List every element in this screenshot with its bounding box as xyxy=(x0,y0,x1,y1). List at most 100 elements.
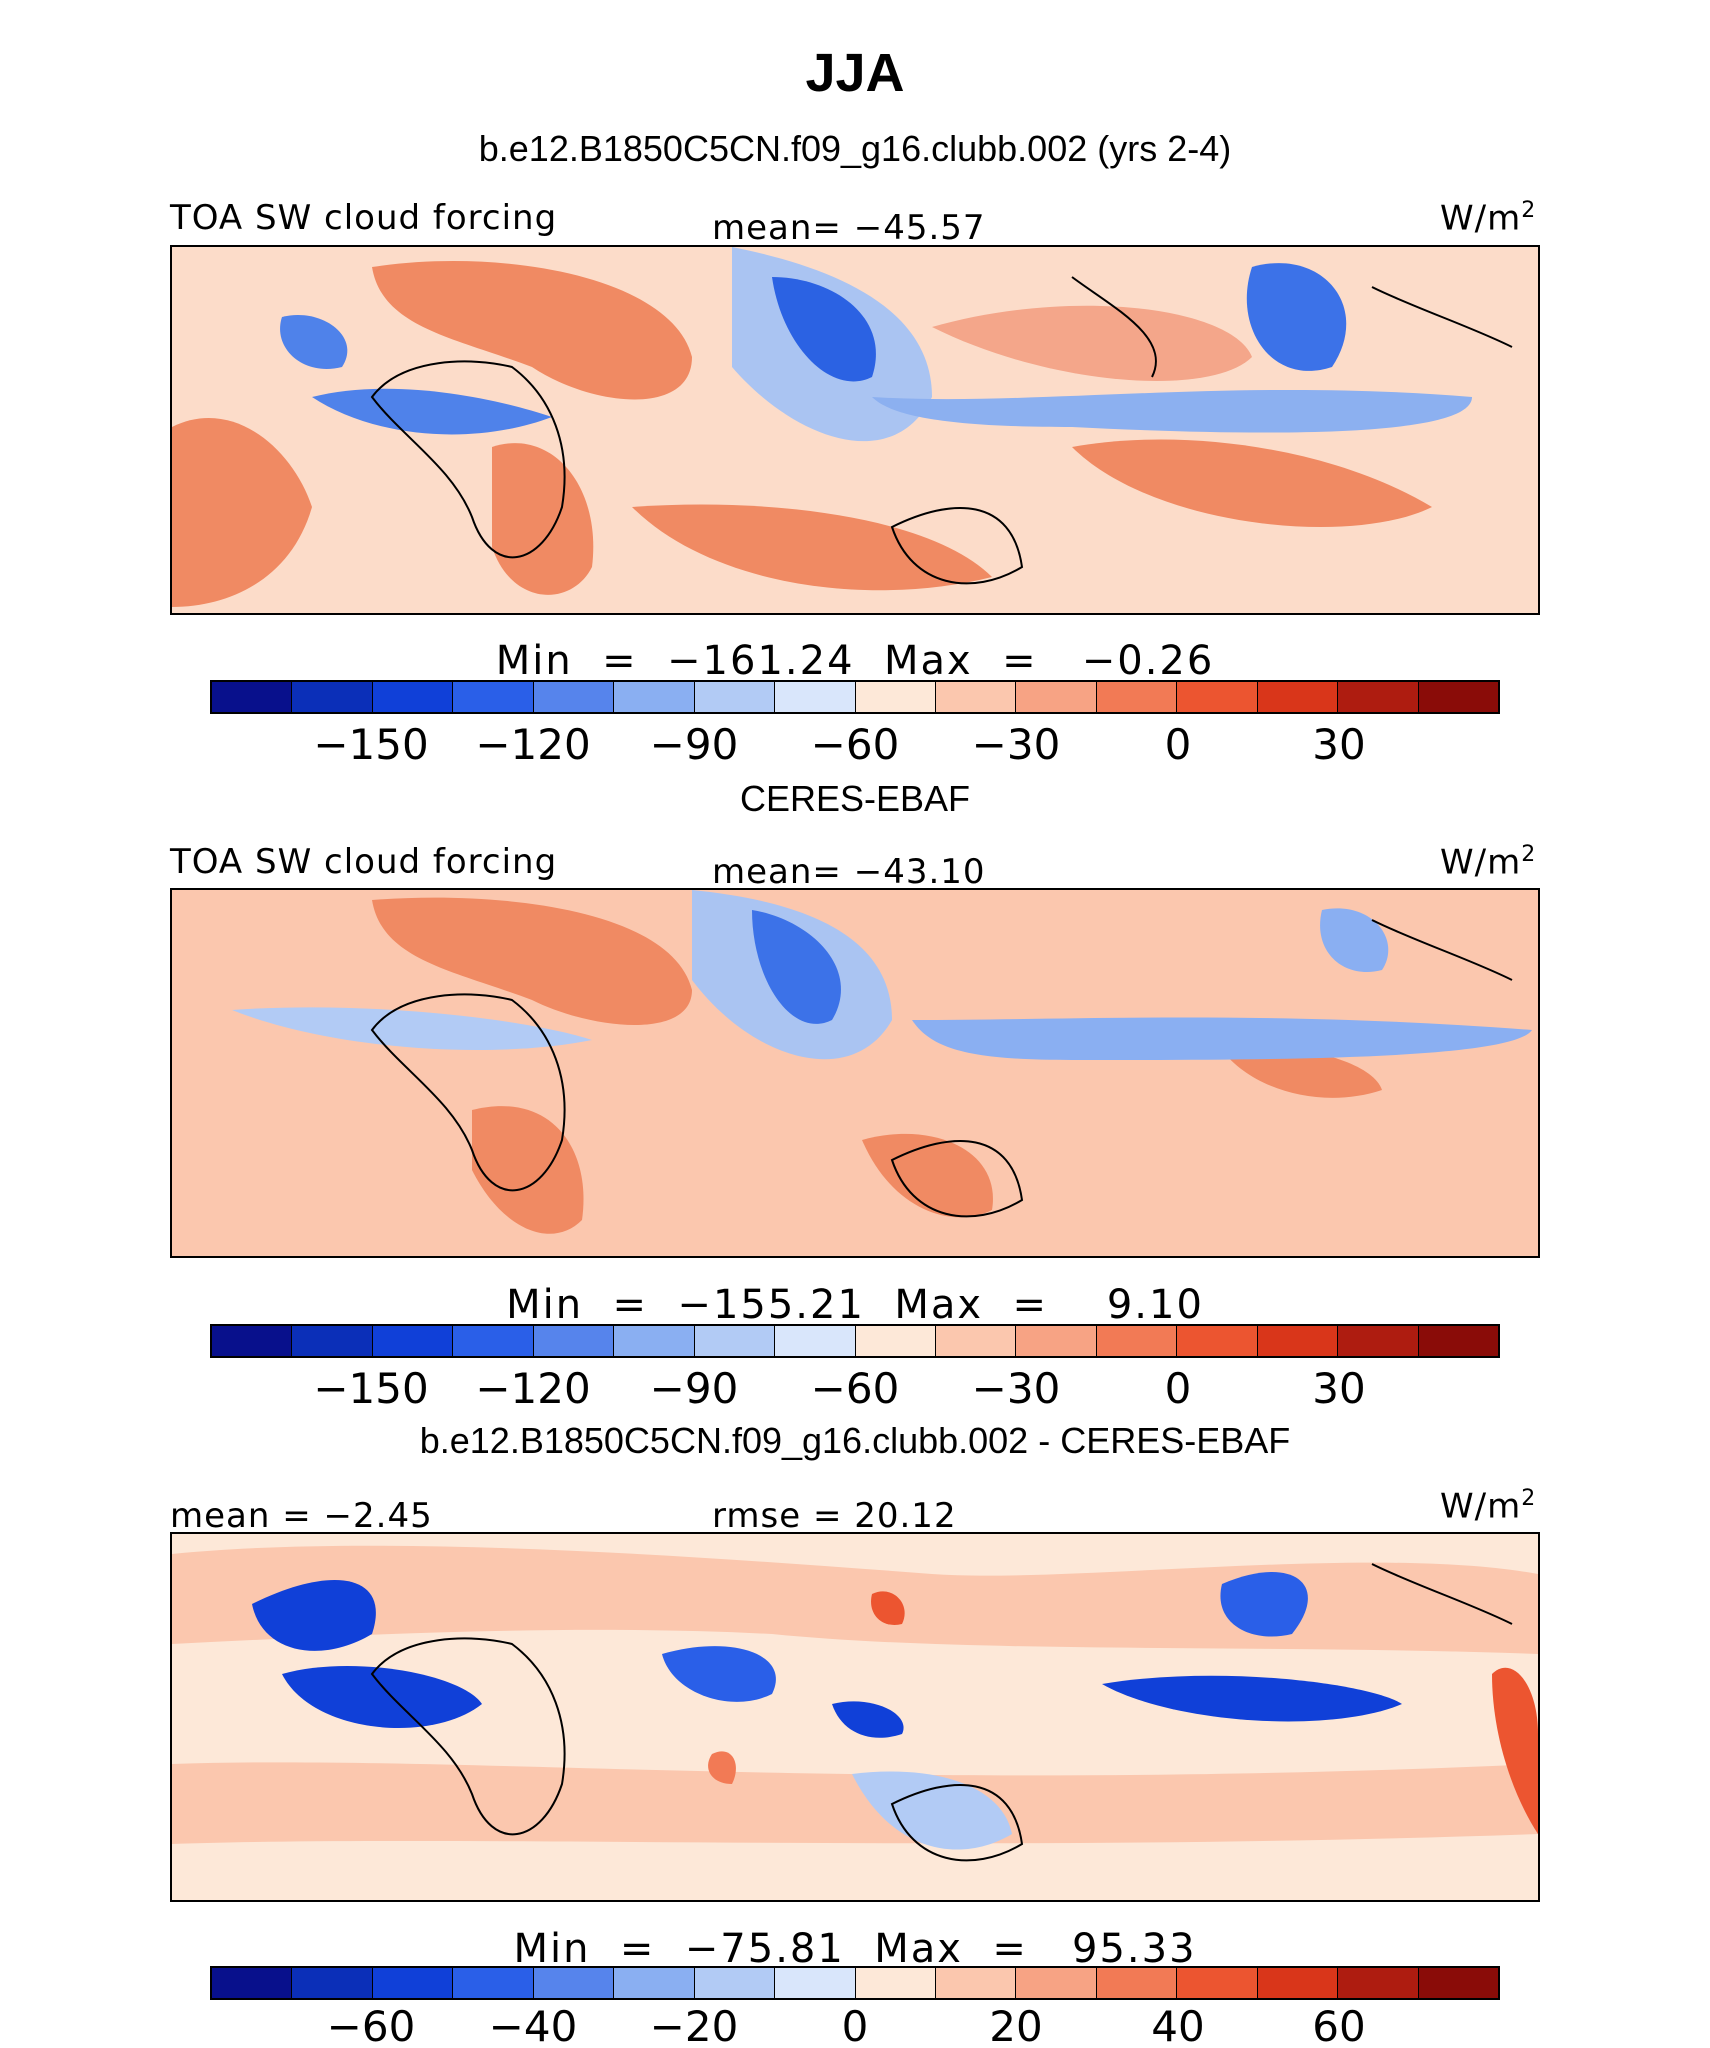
panel-2-contour xyxy=(912,1017,1532,1060)
panel-1-contour xyxy=(280,315,348,369)
panel-1-mean: mean= −45.57 xyxy=(712,208,986,248)
colorbar-cell xyxy=(533,1968,615,1998)
panel-1-map xyxy=(170,245,1540,615)
panel-1-contour xyxy=(632,504,992,591)
colorbar-cell xyxy=(694,1326,776,1356)
panel-2-contour xyxy=(232,1007,592,1050)
colorbar-2-tick: 30 xyxy=(1312,1364,1366,1413)
colorbar-cell xyxy=(372,1968,454,1998)
panel-3-mean: mean = −2.45 xyxy=(170,1496,433,1536)
colorbar-cell xyxy=(1096,1326,1178,1356)
colorbar-cell xyxy=(212,1326,293,1356)
colorbar-cell xyxy=(1177,1326,1258,1356)
colorbar-3-tick: 0 xyxy=(841,2002,869,2048)
colorbar-cell xyxy=(1016,682,1097,712)
panel-1-variable: TOA SW cloud forcing xyxy=(170,198,558,238)
panel-3-contour xyxy=(832,1701,904,1738)
panel-3-map xyxy=(170,1532,1540,1902)
colorbar-cell xyxy=(533,1326,615,1356)
panel-3-contour xyxy=(172,1545,1538,1654)
panel-3-units: W/m2 xyxy=(1440,1486,1537,1527)
colorbar-cell xyxy=(775,682,856,712)
panel-3-contour xyxy=(172,1762,1538,1844)
panel-3-contour xyxy=(1220,1572,1308,1637)
colorbar-1-tick: −30 xyxy=(971,720,1061,769)
colorbar-3-tick: −20 xyxy=(649,2002,739,2048)
panel-2-units: W/m2 xyxy=(1440,842,1537,883)
panel-2-variable: TOA SW cloud forcing xyxy=(170,842,558,882)
colorbar-2 xyxy=(210,1324,1500,1358)
panel-1-units-exp: 2 xyxy=(1521,198,1537,223)
panel-3-minmax: Min = −75.81 Max = 95.33 xyxy=(513,1926,1197,1972)
colorbar-cell xyxy=(614,682,695,712)
panel-2-contour xyxy=(752,910,841,1024)
panel-1-contour xyxy=(1246,263,1347,371)
colorbar-2-tick: −120 xyxy=(475,1364,591,1413)
colorbar-cell xyxy=(855,1968,936,1998)
panel-3-contour xyxy=(871,1591,905,1625)
panel-2-units-exp: 2 xyxy=(1521,842,1537,867)
panel-1-contour xyxy=(1072,439,1432,527)
panel-3-contour xyxy=(852,1771,1012,1850)
panel-3-rmse: rmse = 20.12 xyxy=(712,1496,957,1536)
colorbar-cell xyxy=(1418,682,1498,712)
colorbar-cell xyxy=(1338,682,1419,712)
colorbar-3-tick: 40 xyxy=(1151,2002,1205,2048)
colorbar-cell xyxy=(212,682,293,712)
colorbar-cell xyxy=(935,1326,1017,1356)
colorbar-cell xyxy=(292,1968,373,1998)
colorbar-3-tick: 60 xyxy=(1312,2002,1366,2048)
colorbar-cell xyxy=(453,1968,534,1998)
panel-3-contour xyxy=(662,1646,776,1702)
colorbar-cell xyxy=(372,682,454,712)
colorbar-cell xyxy=(1338,1326,1419,1356)
panel-2-minmax: Min = −155.21 Max = 9.10 xyxy=(506,1282,1204,1328)
panel-1-contour xyxy=(172,418,312,607)
colorbar-cell xyxy=(1177,682,1258,712)
colorbar-cell xyxy=(1177,1968,1258,1998)
colorbar-1-tick: 0 xyxy=(1164,720,1192,769)
colorbar-cell xyxy=(614,1326,695,1356)
panel-1-contour xyxy=(772,277,876,382)
colorbar-cell xyxy=(775,1968,856,1998)
colorbar-cell xyxy=(1418,1326,1498,1356)
panel-3-contour xyxy=(1102,1675,1402,1722)
colorbar-3 xyxy=(210,1966,1500,2000)
colorbar-cell xyxy=(1257,1326,1339,1356)
panel-3-contour xyxy=(708,1751,736,1784)
colorbar-cell xyxy=(694,682,776,712)
panel-2-header: CERES-EBAF xyxy=(739,778,971,819)
panel-3-contour xyxy=(252,1580,376,1651)
colorbar-cell xyxy=(212,1968,293,1998)
colorbar-2-tick: −150 xyxy=(313,1364,429,1413)
colorbar-1 xyxy=(210,680,1500,714)
colorbar-cell xyxy=(1338,1968,1419,1998)
panel-3-contour xyxy=(282,1665,482,1728)
panel-2-mean: mean= −43.10 xyxy=(712,852,986,892)
colorbar-cell xyxy=(292,682,373,712)
panel-1-contour xyxy=(872,389,1472,433)
panel-1-contour xyxy=(932,305,1252,381)
panel-1-contour xyxy=(312,388,552,435)
colorbar-cell xyxy=(935,1968,1017,1998)
panel-2-contour xyxy=(372,897,692,1025)
colorbar-cell xyxy=(775,1326,856,1356)
panel-2-map xyxy=(170,888,1540,1258)
panel-2-contour xyxy=(1222,1047,1382,1098)
colorbar-cell xyxy=(1257,682,1339,712)
colorbar-cell xyxy=(1257,1968,1339,1998)
colorbar-2-tick: −90 xyxy=(649,1364,739,1413)
panel-1-contour xyxy=(372,261,692,400)
colorbar-cell xyxy=(694,1968,776,1998)
panel-2-contour xyxy=(1320,908,1389,972)
panel-3-coastline xyxy=(370,1563,1513,1862)
colorbar-1-tick: −90 xyxy=(649,720,739,769)
colorbar-3-tick: −40 xyxy=(488,2002,578,2048)
colorbar-3-tick: −60 xyxy=(326,2002,416,2048)
colorbar-cell xyxy=(935,682,1017,712)
colorbar-1-tick: −120 xyxy=(475,720,591,769)
panel-3-header: b.e12.B1850C5CN.f09_g16.clubb.002 - CERE… xyxy=(419,1420,1291,1461)
colorbar-2-tick: −60 xyxy=(810,1364,900,1413)
colorbar-3-tick: 20 xyxy=(989,2002,1043,2048)
